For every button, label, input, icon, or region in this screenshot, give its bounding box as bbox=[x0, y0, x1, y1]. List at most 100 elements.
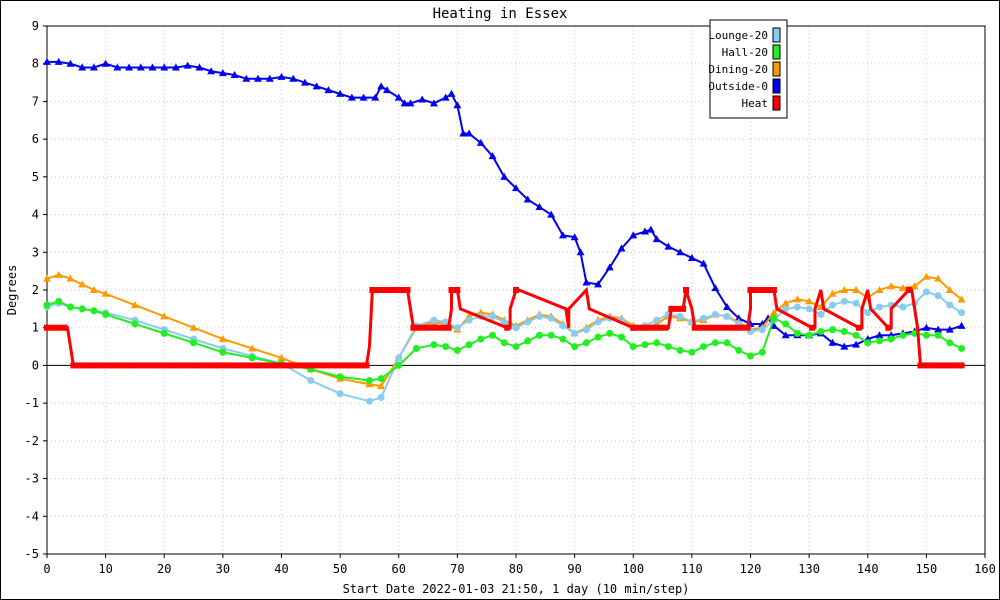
data-point bbox=[668, 305, 675, 312]
data-point bbox=[377, 82, 386, 90]
data-point bbox=[594, 280, 603, 288]
data-point bbox=[934, 292, 942, 300]
data-point bbox=[922, 288, 930, 296]
data-point bbox=[190, 339, 198, 347]
data-point bbox=[160, 329, 168, 337]
data-point bbox=[55, 297, 63, 305]
data-point bbox=[703, 324, 710, 331]
x-tick-label: 100 bbox=[622, 562, 644, 576]
data-point bbox=[512, 343, 520, 351]
data-point bbox=[66, 274, 75, 282]
data-point bbox=[958, 344, 966, 352]
data-point bbox=[605, 263, 614, 271]
data-point bbox=[299, 362, 306, 369]
data-point bbox=[406, 99, 415, 107]
data-point bbox=[289, 74, 298, 82]
data-point bbox=[652, 235, 661, 243]
data-point bbox=[500, 172, 509, 180]
data-point bbox=[957, 295, 966, 303]
data-point bbox=[957, 321, 966, 329]
data-point bbox=[559, 335, 567, 343]
data-point bbox=[875, 286, 884, 293]
data-point bbox=[111, 362, 118, 369]
data-point bbox=[448, 287, 455, 293]
data-point bbox=[547, 314, 555, 322]
data-point bbox=[55, 324, 62, 331]
data-point bbox=[181, 362, 188, 369]
legend-label: Dining-20 bbox=[708, 63, 768, 76]
data-point bbox=[723, 339, 731, 347]
chart-title: Heating in Essex bbox=[433, 6, 568, 22]
data-point bbox=[70, 362, 77, 369]
data-point bbox=[277, 72, 286, 80]
data-point bbox=[852, 299, 860, 307]
x-tick-label: 80 bbox=[509, 562, 523, 576]
data-point bbox=[90, 307, 98, 315]
data-point bbox=[447, 89, 456, 97]
data-point bbox=[699, 259, 708, 267]
data-point bbox=[476, 138, 485, 146]
data-point bbox=[940, 362, 947, 369]
data-point bbox=[910, 282, 919, 290]
series-heat bbox=[44, 286, 965, 369]
data-point bbox=[653, 339, 661, 347]
data-point bbox=[715, 324, 722, 331]
data-point bbox=[676, 312, 684, 320]
data-point bbox=[817, 311, 825, 319]
data-point bbox=[357, 362, 364, 369]
data-point bbox=[275, 362, 282, 369]
data-point bbox=[709, 324, 716, 331]
data-point bbox=[49, 324, 56, 331]
data-point bbox=[113, 63, 122, 71]
data-point bbox=[304, 362, 311, 369]
data-point bbox=[855, 324, 862, 331]
data-point bbox=[576, 248, 585, 256]
data-point bbox=[310, 362, 317, 369]
data-point bbox=[650, 324, 657, 331]
data-point bbox=[164, 362, 171, 369]
legend-swatch bbox=[772, 78, 781, 94]
data-point bbox=[945, 286, 954, 293]
legend-label: Hall-20 bbox=[722, 46, 768, 59]
x-tick-label: 90 bbox=[567, 562, 581, 576]
data-point bbox=[535, 203, 544, 211]
series-hall-20 bbox=[43, 297, 966, 385]
data-point bbox=[793, 329, 801, 337]
data-point bbox=[199, 362, 206, 369]
data-point bbox=[340, 362, 347, 369]
y-tick-label: 1 bbox=[32, 321, 39, 335]
data-point bbox=[618, 333, 626, 341]
data-point bbox=[375, 287, 382, 293]
data-point bbox=[234, 362, 241, 369]
data-point bbox=[606, 329, 614, 337]
data-point bbox=[721, 324, 728, 331]
data-point bbox=[269, 362, 276, 369]
data-point bbox=[723, 302, 732, 310]
data-point bbox=[535, 312, 543, 320]
data-point bbox=[78, 63, 87, 71]
data-point bbox=[688, 348, 696, 356]
data-point bbox=[570, 233, 579, 241]
data-point bbox=[875, 331, 884, 339]
y-tick-label: 9 bbox=[32, 19, 39, 33]
data-point bbox=[899, 303, 907, 311]
data-point bbox=[840, 342, 849, 350]
series-outside-0 bbox=[43, 57, 966, 350]
data-point bbox=[345, 362, 352, 369]
data-point bbox=[242, 74, 251, 82]
data-point bbox=[61, 324, 68, 331]
data-point bbox=[377, 382, 386, 390]
data-point bbox=[328, 362, 335, 369]
data-point bbox=[700, 314, 708, 322]
data-point bbox=[117, 362, 124, 369]
axes: 0 10 20 30 40 50 60 70 80 90 100 110 120 130 140 150 160… bbox=[25, 19, 996, 576]
data-point bbox=[66, 59, 75, 67]
data-point bbox=[524, 318, 532, 326]
data-point bbox=[758, 326, 766, 334]
data-point bbox=[246, 362, 253, 369]
data-point bbox=[322, 362, 329, 369]
data-point bbox=[781, 331, 790, 339]
data-point bbox=[54, 270, 63, 278]
data-point bbox=[732, 324, 739, 331]
